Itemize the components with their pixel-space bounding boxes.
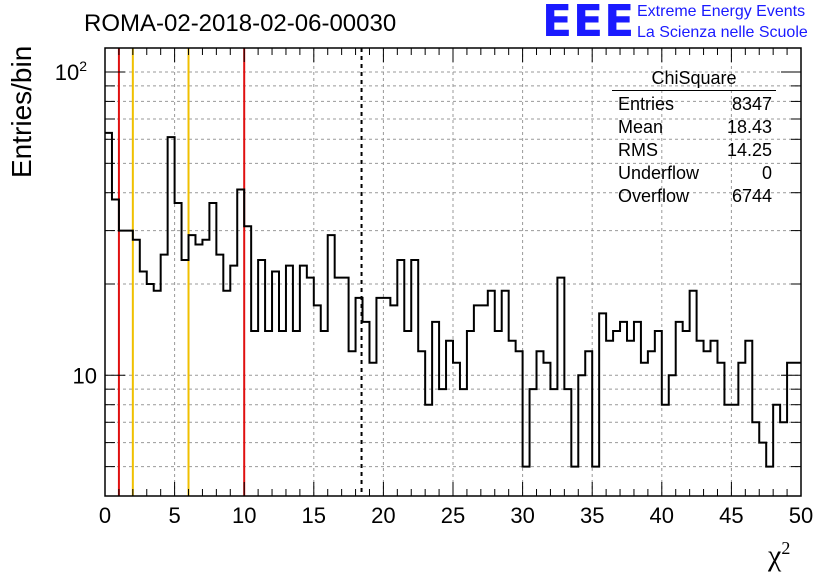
stats-row-rms: RMS 14.25 — [612, 139, 776, 162]
y-tick-label: 10 — [73, 363, 97, 388]
stats-value: 6744 — [732, 185, 772, 208]
x-tick-label: 45 — [719, 503, 743, 528]
x-axis-label-symbol: χ — [768, 539, 781, 572]
stats-value: 0 — [762, 162, 772, 185]
stats-row-overflow: Overflow 6744 — [612, 185, 776, 208]
stats-box: ChiSquare Entries 8347 Mean 18.43 RMS 14.25… — [612, 68, 776, 208]
stats-title: ChiSquare — [612, 68, 776, 91]
stats-label: RMS — [618, 139, 658, 162]
reference-lines — [119, 48, 362, 496]
stats-value: 18.43 — [727, 116, 772, 139]
x-axis-label: χ2 — [768, 538, 790, 573]
stats-row-underflow: Underflow 0 — [612, 162, 776, 185]
x-tick-label: 30 — [510, 503, 534, 528]
x-tick-label: 0 — [99, 503, 111, 528]
stats-row-mean: Mean 18.43 — [612, 116, 776, 139]
logo-line-2: La Scienza nelle Scuole — [637, 24, 808, 42]
x-tick-label: 5 — [168, 503, 180, 528]
stats-value: 14.25 — [727, 139, 772, 162]
x-tick-label: 40 — [650, 503, 674, 528]
eee-logo: EEE — [542, 0, 635, 44]
x-tick-label: 25 — [441, 503, 465, 528]
y-tick-label: 102 — [55, 58, 87, 85]
stats-label: Mean — [618, 116, 663, 139]
x-tick-label: 15 — [302, 503, 326, 528]
y-axis-label: Entries/bin — [6, 46, 38, 178]
stats-label: Overflow — [618, 185, 689, 208]
x-axis-label-exponent: 2 — [781, 538, 790, 558]
x-tick-label: 10 — [232, 503, 256, 528]
logo-line-1: Extreme Energy Events — [637, 3, 805, 21]
x-tick-label: 20 — [371, 503, 395, 528]
x-tick-label: 35 — [580, 503, 604, 528]
x-tick-label: 50 — [789, 503, 813, 528]
stats-label: Entries — [618, 93, 674, 116]
stats-row-entries: Entries 8347 — [612, 93, 776, 116]
chart-title: ROMA-02-2018-02-06-00030 — [84, 10, 396, 38]
stats-value: 8347 — [732, 93, 772, 116]
stats-label: Underflow — [618, 162, 699, 185]
